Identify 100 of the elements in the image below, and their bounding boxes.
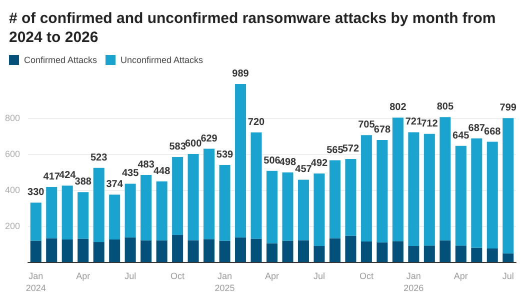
bar <box>408 132 420 246</box>
bar <box>471 138 482 248</box>
bar <box>30 202 42 241</box>
total-label: 539 <box>216 149 234 160</box>
total-label: 388 <box>74 176 92 188</box>
bar <box>282 240 294 262</box>
bar <box>172 235 184 262</box>
bar <box>502 253 514 262</box>
x-tick-label: Jul <box>313 271 325 281</box>
total-label: 483 <box>138 160 155 171</box>
x-tick-label: Apr <box>264 271 280 281</box>
bar <box>204 239 215 262</box>
bar <box>219 240 230 262</box>
legend-label: Unconfirmed Attacks <box>120 55 204 65</box>
bar <box>424 134 435 246</box>
bar <box>345 159 356 236</box>
bar <box>376 140 388 242</box>
bar <box>360 135 372 242</box>
total-label: 721 <box>405 116 422 128</box>
bar <box>140 175 152 240</box>
bar <box>471 248 482 262</box>
bar <box>93 242 104 262</box>
bar <box>93 168 104 242</box>
x-tick-label: Apr <box>76 271 90 281</box>
legend-label: Confirmed Attacks <box>24 55 98 65</box>
bar <box>392 118 404 242</box>
bar <box>235 237 246 262</box>
total-label: 989 <box>232 68 250 80</box>
total-label: 565 <box>326 144 344 156</box>
bar <box>266 243 278 262</box>
total-label: 523 <box>90 152 108 164</box>
total-label: 712 <box>421 118 438 130</box>
total-label: 417 <box>43 171 60 182</box>
chart-title: # of confirmed and unconfirmed ransomware attacks by month from 2024 to 2026 <box>9 10 500 46</box>
bar <box>298 180 309 240</box>
total-label: 448 <box>153 166 171 177</box>
bar <box>219 164 230 241</box>
x-tick-label: Jan 2025 <box>214 271 235 293</box>
bar <box>109 194 120 240</box>
total-label: 600 <box>184 138 202 150</box>
bar <box>266 170 278 244</box>
x-tick-label: Jan 2024 <box>26 271 46 293</box>
total-label: 506 <box>264 155 281 166</box>
total-label: 583 <box>169 142 186 153</box>
bar <box>329 160 340 238</box>
x-tick-label: Apr <box>454 271 468 281</box>
x-tick-label: Jul <box>502 271 514 281</box>
y-tick-label: 200 <box>4 221 20 231</box>
bar <box>30 240 42 262</box>
x-tick-label: Jan 2026 <box>404 271 424 293</box>
bar <box>360 241 372 262</box>
bar <box>486 248 498 262</box>
bar <box>455 246 466 262</box>
bar <box>109 240 120 262</box>
bar <box>314 173 325 246</box>
total-label: 374 <box>106 179 124 190</box>
total-label: 424 <box>59 170 76 182</box>
bar <box>62 240 73 262</box>
bar <box>502 118 514 254</box>
y-tick-label: 800 <box>4 113 20 123</box>
bar <box>204 148 215 240</box>
total-label: 330 <box>28 187 45 198</box>
y-tick-label: 400 <box>4 185 20 195</box>
bar <box>314 246 325 262</box>
bar <box>424 246 435 262</box>
total-label: 457 <box>295 164 312 176</box>
bar <box>78 192 89 239</box>
bar <box>408 246 420 262</box>
bar <box>392 241 404 262</box>
bar <box>345 236 356 262</box>
bar <box>440 240 451 262</box>
bar <box>172 157 184 235</box>
total-label: 805 <box>436 102 454 113</box>
bar <box>282 172 294 241</box>
total-label: 802 <box>390 102 407 114</box>
bar <box>440 117 451 240</box>
bar <box>298 240 309 262</box>
total-label: 705 <box>358 120 376 131</box>
total-label: 720 <box>248 116 266 128</box>
bar <box>156 181 168 240</box>
total-label: 629 <box>200 133 218 144</box>
x-tick-label: Oct <box>170 271 186 281</box>
bar <box>486 142 498 248</box>
x-tick-label: Oct <box>359 271 374 281</box>
bar <box>188 240 199 262</box>
bar <box>376 242 388 262</box>
bar <box>455 146 466 246</box>
total-label: 645 <box>452 130 470 142</box>
bar <box>124 237 136 262</box>
total-label: 498 <box>279 156 297 168</box>
bar <box>329 238 340 262</box>
bar <box>140 240 152 262</box>
bar <box>62 186 73 240</box>
total-label: 572 <box>342 144 360 155</box>
y-tick-label: 600 <box>4 149 20 159</box>
total-label: 678 <box>374 124 391 136</box>
bar <box>124 184 136 238</box>
total-label: 668 <box>484 126 502 138</box>
total-label: 687 <box>468 122 486 134</box>
bar <box>78 238 89 262</box>
